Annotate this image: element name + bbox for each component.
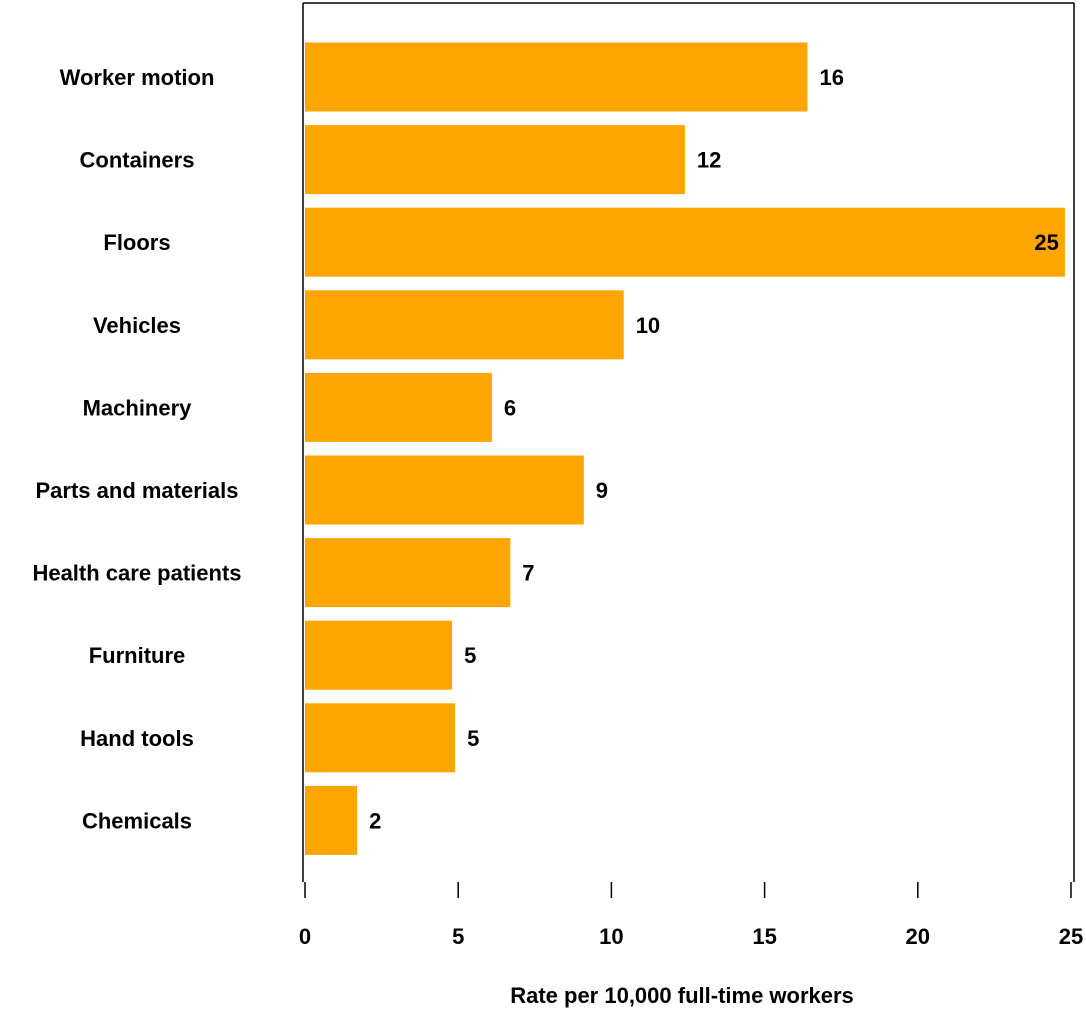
bar-parts-and-materials (305, 455, 584, 525)
category-label: Containers (80, 148, 195, 173)
bar-machinery (305, 372, 492, 442)
bar-worker-motion (305, 42, 808, 112)
value-label: 25 (1034, 230, 1058, 255)
x-tick-label: 10 (599, 924, 623, 949)
bar-vehicles (305, 290, 624, 360)
category-label: Parts and materials (36, 478, 239, 503)
x-tick-label: 0 (299, 924, 311, 949)
category-label: Worker motion (60, 65, 215, 90)
value-label: 7 (522, 561, 534, 586)
value-label: 12 (697, 148, 721, 173)
x-tick-label: 5 (452, 924, 464, 949)
value-label: 16 (820, 65, 844, 90)
x-axis-ticks: 0 5 10 15 20 25 (299, 882, 1083, 949)
bar-chemicals (305, 785, 358, 855)
axis-layer (302, 2, 1075, 882)
x-axis-title: Rate per 10,000 full-time workers (510, 983, 854, 1008)
category-label: Floors (103, 230, 170, 255)
category-label: Machinery (83, 395, 193, 420)
bar-containers (305, 125, 685, 195)
value-label: 9 (596, 478, 608, 503)
category-label: Vehicles (93, 313, 181, 338)
x-tick-label: 20 (906, 924, 930, 949)
x-tick-label: 15 (752, 924, 776, 949)
value-label: 2 (369, 808, 381, 833)
category-label: Hand tools (80, 726, 194, 751)
category-labels: Worker motion Containers Floors Vehicles Mac… (32, 65, 241, 833)
x-tick-label: 25 (1059, 924, 1083, 949)
bar-health-care-patients (305, 538, 511, 608)
bars-layer (305, 42, 1065, 855)
value-label: 6 (504, 395, 516, 420)
bar-floors (305, 207, 1065, 277)
value-label: 10 (636, 313, 660, 338)
value-label: 5 (464, 643, 476, 668)
category-label: Furniture (89, 643, 186, 668)
value-labels: 16 12 25 10 6 9 7 5 5 2 (369, 65, 1059, 833)
bar-hand-tools (305, 703, 456, 773)
category-label: Health care patients (32, 561, 241, 586)
bar-furniture (305, 620, 453, 690)
category-label: Chemicals (82, 808, 192, 833)
value-label: 5 (467, 726, 479, 751)
